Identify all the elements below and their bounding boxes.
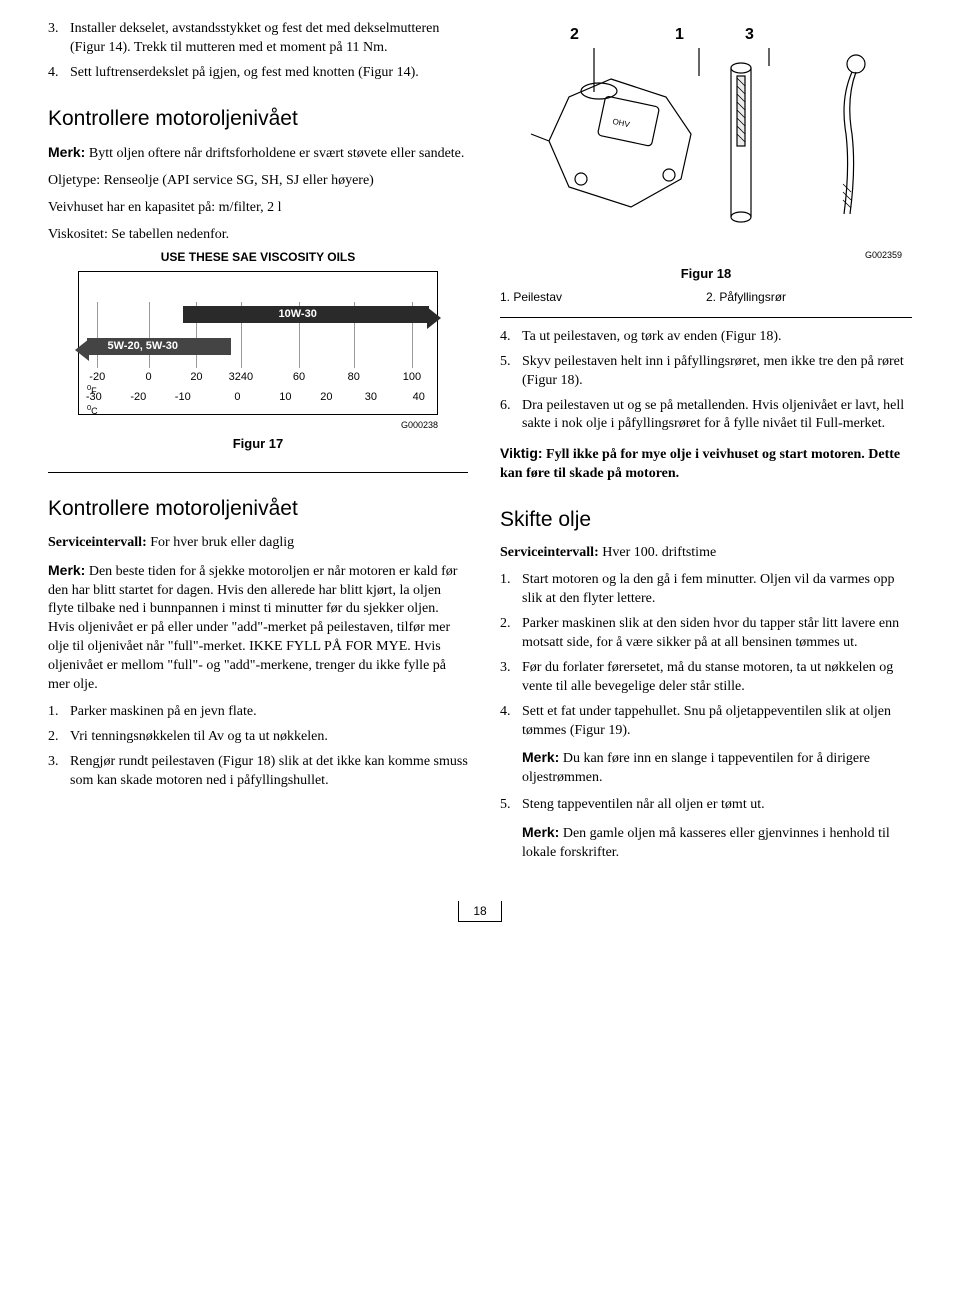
list-item: 4.Sett luftrenserdekslet på igjen, og fe… bbox=[48, 64, 468, 83]
list-item: 2.Parker maskinen slik at den siden hvor… bbox=[500, 615, 912, 653]
svg-text:OHV: OHV bbox=[612, 117, 631, 130]
viktig-note: Viktig: Fyll ikke på for mye olje i veiv… bbox=[500, 444, 912, 484]
figure-18-drawing: OHV bbox=[500, 24, 912, 249]
fig18-code: G002359 bbox=[500, 249, 912, 261]
merk-4: Merk: Den gamle oljen må kasseres eller … bbox=[522, 823, 912, 863]
list-item: 2.Vri tenningsnøkkelen til Av og ta ut n… bbox=[48, 728, 468, 747]
merk-2: Merk: Den beste tiden for å sjekke motor… bbox=[48, 561, 468, 695]
intro-steps: 3.Installer dekselet, avstandsstykket og… bbox=[48, 20, 468, 83]
fig17-caption: Figur 17 bbox=[78, 435, 438, 453]
callout-number: 2 bbox=[570, 24, 579, 46]
p-visc: Viskositet: Se tabellen nedenfor. bbox=[48, 226, 468, 245]
heading-kontrollere-2: Kontrollere motoroljenivået bbox=[48, 495, 468, 523]
callout-number: 3 bbox=[745, 24, 754, 46]
list-item: 6.Dra peilestaven ut og se på metallende… bbox=[500, 397, 912, 435]
legend-item: 1. Peilestav bbox=[500, 289, 706, 305]
fig18-legend: 1. Peilestav2. Påfyllingsrør bbox=[500, 289, 912, 305]
list-item: 4.Ta ut peilestaven, og tørk av enden (F… bbox=[500, 328, 912, 347]
list-item: 5.Skyv peilestaven helt inn i påfyllings… bbox=[500, 353, 912, 391]
steps-skifte-c: 5.Steng tappeventilen når all oljen er t… bbox=[500, 796, 912, 815]
figure-18: 2 1 3 OHV bbox=[500, 20, 912, 318]
callout-number: 1 bbox=[675, 24, 684, 46]
steps-skifte-b: 1.Start motoren og la den gå i fem minut… bbox=[500, 571, 912, 740]
fig18-caption: Figur 18 bbox=[500, 265, 912, 283]
p-veiv: Veivhuset har en kapasitet på: m/filter,… bbox=[48, 199, 468, 218]
merk-1: Merk: Bytt oljen oftere når driftsforhol… bbox=[48, 143, 468, 164]
legend-item: 2. Påfyllingsrør bbox=[706, 289, 912, 305]
scale-c: -30-20-100102030400C bbox=[87, 390, 429, 406]
list-item: 3.Før du forlater førersetet, må du stan… bbox=[500, 659, 912, 697]
merk-3: Merk: Du kan føre inn en slange i tappev… bbox=[522, 748, 912, 788]
list-item: 1.Start motoren og la den gå i fem minut… bbox=[500, 571, 912, 609]
steps-right-a: 4.Ta ut peilestaven, og tørk av enden (F… bbox=[500, 328, 912, 434]
viscosity-title: USE THESE SAE VISCOSITY OILS bbox=[48, 249, 468, 265]
serviceintervall-1: Serviceintervall: For hver bruk eller da… bbox=[48, 534, 468, 553]
steps-check-oil: 1.Parker maskinen på en jevn flate. 2.Vri… bbox=[48, 703, 468, 791]
list-item: 3.Rengjør rundt peilestaven (Figur 18) s… bbox=[48, 753, 468, 791]
list-item: 4.Sett et fat under tappehullet. Snu på … bbox=[500, 703, 912, 741]
list-item: 3.Installer dekselet, avstandsstykket og… bbox=[48, 20, 468, 58]
list-item: 1.Parker maskinen på en jevn flate. bbox=[48, 703, 468, 722]
fig17-code: G000238 bbox=[78, 419, 438, 431]
heading-skifte: Skifte olje bbox=[500, 506, 912, 534]
p-oiltype: Oljetype: Renseolje (API service SG, SH,… bbox=[48, 172, 468, 191]
heading-kontrollere-1: Kontrollere motoroljenivået bbox=[48, 105, 468, 133]
page-number: 18 bbox=[48, 901, 912, 922]
serviceintervall-2: Serviceintervall: Hver 100. driftstime bbox=[500, 544, 912, 563]
scale-f: -20020324060801000F bbox=[87, 370, 429, 386]
viscosity-chart: USE THESE SAE VISCOSITY OILS 10W-305W-20… bbox=[48, 249, 468, 453]
list-item: 5.Steng tappeventilen når all oljen er t… bbox=[500, 796, 912, 815]
